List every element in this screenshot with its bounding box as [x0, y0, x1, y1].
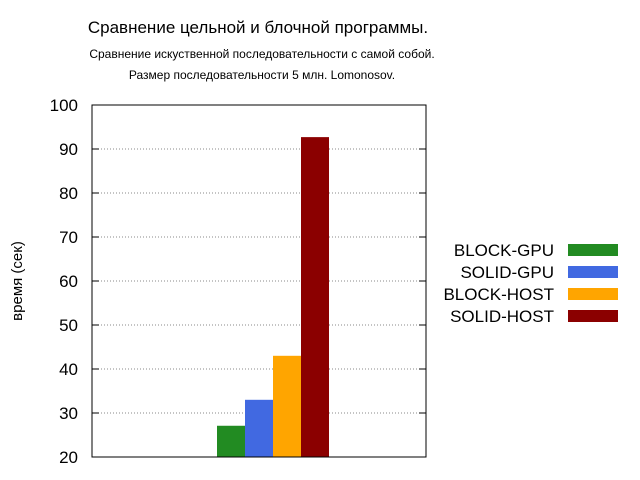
y-tick-label: 60: [59, 272, 78, 291]
y-axis-label: время (сек): [9, 241, 26, 321]
grid-lines: [92, 148, 426, 414]
legend-swatch: [568, 244, 618, 256]
chart-title: Сравнение цельной и блочной программы.: [88, 18, 428, 37]
y-tick-label: 100: [50, 96, 78, 115]
chart-subtitle-1: Сравнение искуственной последовательност…: [89, 47, 434, 61]
y-tick-label: 90: [59, 140, 78, 159]
y-tick-label: 20: [59, 448, 78, 467]
bars: [217, 137, 329, 457]
legend-label: SOLID-GPU: [460, 263, 554, 282]
y-tick-label: 70: [59, 228, 78, 247]
bar-block-gpu: [217, 425, 245, 457]
y-tick-label: 40: [59, 360, 78, 379]
bar-solid-gpu: [245, 399, 273, 457]
legend-swatch: [568, 310, 618, 322]
bar-solid-host: [301, 137, 329, 457]
y-tick-label: 50: [59, 316, 78, 335]
legend: BLOCK-GPU SOLID-GPU BLOCK-HOST SOLID-HOST: [443, 241, 618, 326]
legend-label: BLOCK-GPU: [454, 241, 554, 260]
legend-label: SOLID-HOST: [450, 307, 554, 326]
legend-label: BLOCK-HOST: [443, 285, 554, 304]
legend-swatch: [568, 288, 618, 300]
y-axis-ticks: 20 30 40 50 60 70 80 90 100: [50, 96, 426, 467]
legend-swatch: [568, 266, 618, 278]
y-tick-label: 80: [59, 184, 78, 203]
bar-block-host: [273, 355, 301, 457]
chart-subtitle-2: Размер последовательности 5 млн. Lomonos…: [129, 68, 395, 82]
y-tick-label: 30: [59, 404, 78, 423]
